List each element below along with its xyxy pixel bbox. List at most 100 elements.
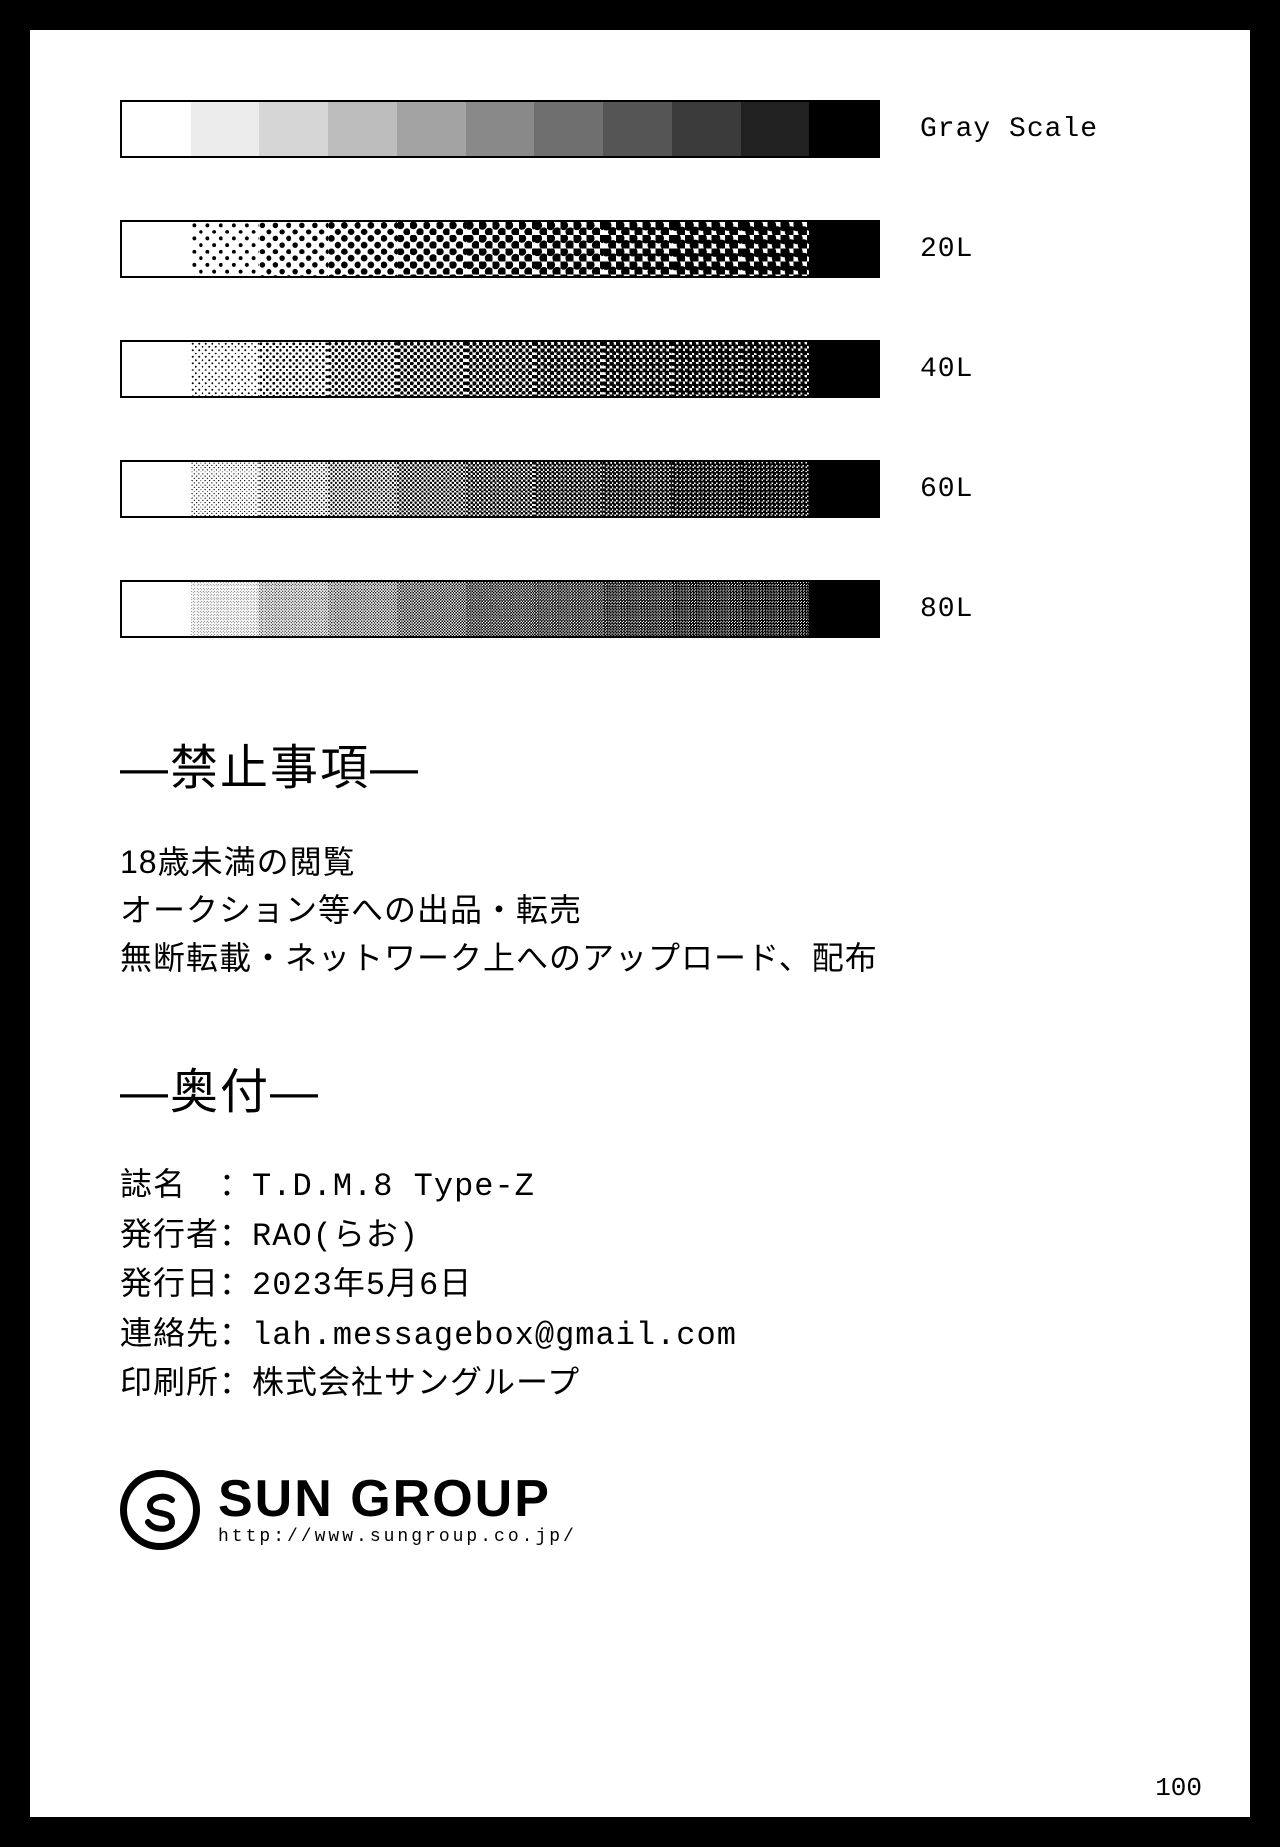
logo-text: SUN GROUP http://www.sungroup.co.jp/: [218, 1473, 577, 1547]
colophon-sep: ：: [219, 1261, 252, 1311]
colophon-key: 連絡先: [120, 1311, 219, 1361]
colophon-key: 印刷所: [120, 1360, 219, 1410]
prohibition-line: 無断転載・ネットワーク上へのアップロード、配布: [120, 934, 1190, 982]
colophon-row: 連絡先：lah.messagebox@gmail.com: [120, 1311, 1190, 1361]
swatch-cell: [741, 582, 810, 636]
colophon-value: RAO(らお): [252, 1212, 419, 1262]
swatch-cell: [397, 342, 466, 396]
swatch-cell: [191, 462, 260, 516]
swatch-cell: [122, 462, 191, 516]
swatch-cell: [397, 582, 466, 636]
swatch-cell: [672, 342, 741, 396]
swatch-cell: [741, 102, 810, 156]
swatch-cell: [672, 222, 741, 276]
swatch-cell: [259, 222, 328, 276]
swatch-bar: [120, 220, 880, 278]
swatch-cell: [466, 582, 535, 636]
swatch-bar: [120, 340, 880, 398]
colophon-sep: ：: [219, 1212, 252, 1262]
swatch-row: 60L: [120, 460, 1190, 518]
swatch-cell: [741, 222, 810, 276]
colophon-value: T.D.M.8 Type-Z: [252, 1162, 535, 1212]
swatch-cell: [603, 582, 672, 636]
swatch-cell: [603, 462, 672, 516]
swatch-cell: [466, 222, 535, 276]
swatch-cell: [122, 102, 191, 156]
swatch-label: 40L: [920, 354, 973, 385]
swatch-cell: [259, 582, 328, 636]
swatch-cell: [466, 102, 535, 156]
swatch-cell: [397, 102, 466, 156]
logo-url: http://www.sungroup.co.jp/: [218, 1527, 577, 1547]
swatch-cell: [534, 462, 603, 516]
colophon-section: ―奥付― 誌名 ：T.D.M.8 Type-Z発行者：RAO(らお)発行日：20…: [120, 1052, 1190, 1410]
swatch-bar: [120, 580, 880, 638]
swatch-cell: [534, 342, 603, 396]
sun-group-logo-icon: [120, 1470, 200, 1550]
swatch-cell: [534, 102, 603, 156]
swatch-cell: [809, 222, 878, 276]
swatch-cell: [259, 462, 328, 516]
colophon-sep: ：: [219, 1311, 252, 1361]
colophon-key: 発行日: [120, 1261, 219, 1311]
colophon-value: 株式会社サングループ: [252, 1360, 580, 1410]
swatch-cell: [191, 342, 260, 396]
swatch-label: 20L: [920, 234, 973, 265]
swatch-row: Gray Scale: [120, 100, 1190, 158]
swatch-cell: [191, 102, 260, 156]
swatch-cell: [397, 222, 466, 276]
swatch-cell: [259, 102, 328, 156]
swatch-cell: [328, 462, 397, 516]
swatch-label: 80L: [920, 594, 973, 625]
swatch-cell: [809, 342, 878, 396]
swatch-cell: [809, 582, 878, 636]
swatch-cell: [397, 462, 466, 516]
colophon-heading: ―奥付―: [120, 1052, 1190, 1122]
swatch-cell: [191, 582, 260, 636]
colophon-key: 誌名: [120, 1162, 219, 1212]
prohibitions-heading: ―禁止事項―: [120, 728, 1190, 798]
paper: Gray Scale 20L 40L 60L 80L ―禁止事項― 18歳未満の閲覧オー…: [30, 30, 1250, 1817]
swatch-cell: [122, 342, 191, 396]
colophon-row: 誌名 ：T.D.M.8 Type-Z: [120, 1162, 1190, 1212]
swatch-cell: [122, 582, 191, 636]
swatch-cell: [259, 342, 328, 396]
swatch-label: 60L: [920, 474, 973, 505]
prohibition-line: オークション等への出品・転売: [120, 886, 1190, 934]
colophon-value: 2023年5月6日: [252, 1261, 472, 1311]
swatch-cell: [603, 222, 672, 276]
swatch-cell: [328, 222, 397, 276]
swatch-cell: [191, 222, 260, 276]
swatch-cell: [122, 222, 191, 276]
swatch-row: 80L: [120, 580, 1190, 638]
swatch-cell: [809, 462, 878, 516]
colophon-row: 発行日：2023年5月6日: [120, 1261, 1190, 1311]
swatch-cell: [466, 462, 535, 516]
colophon-sep: ：: [219, 1162, 252, 1212]
swatch-cell: [328, 582, 397, 636]
swatch-cell: [328, 342, 397, 396]
swatch-section: Gray Scale 20L 40L 60L 80L: [120, 100, 1190, 638]
prohibitions-section: ―禁止事項― 18歳未満の閲覧オークション等への出品・転売無断転載・ネットワーク…: [120, 728, 1190, 982]
colophon-row: 発行者：RAO(らお): [120, 1212, 1190, 1262]
swatch-label: Gray Scale: [920, 114, 1098, 145]
swatch-row: 20L: [120, 220, 1190, 278]
swatch-cell: [603, 342, 672, 396]
logo-name: SUN GROUP: [218, 1473, 577, 1525]
page-frame: Gray Scale 20L 40L 60L 80L ―禁止事項― 18歳未満の閲覧オー…: [0, 0, 1280, 1847]
swatch-cell: [466, 342, 535, 396]
swatch-bar: [120, 100, 880, 158]
swatch-cell: [328, 102, 397, 156]
swatch-row: 40L: [120, 340, 1190, 398]
colophon-sep: ：: [219, 1360, 252, 1410]
swatch-bar: [120, 460, 880, 518]
prohibition-line: 18歳未満の閲覧: [120, 838, 1190, 886]
swatch-cell: [672, 462, 741, 516]
swatch-cell: [741, 342, 810, 396]
swatch-cell: [534, 222, 603, 276]
swatch-cell: [672, 102, 741, 156]
page-number: 100: [1155, 1773, 1202, 1803]
swatch-cell: [672, 582, 741, 636]
swatch-cell: [603, 102, 672, 156]
colophon-row: 印刷所：株式会社サングループ: [120, 1360, 1190, 1410]
